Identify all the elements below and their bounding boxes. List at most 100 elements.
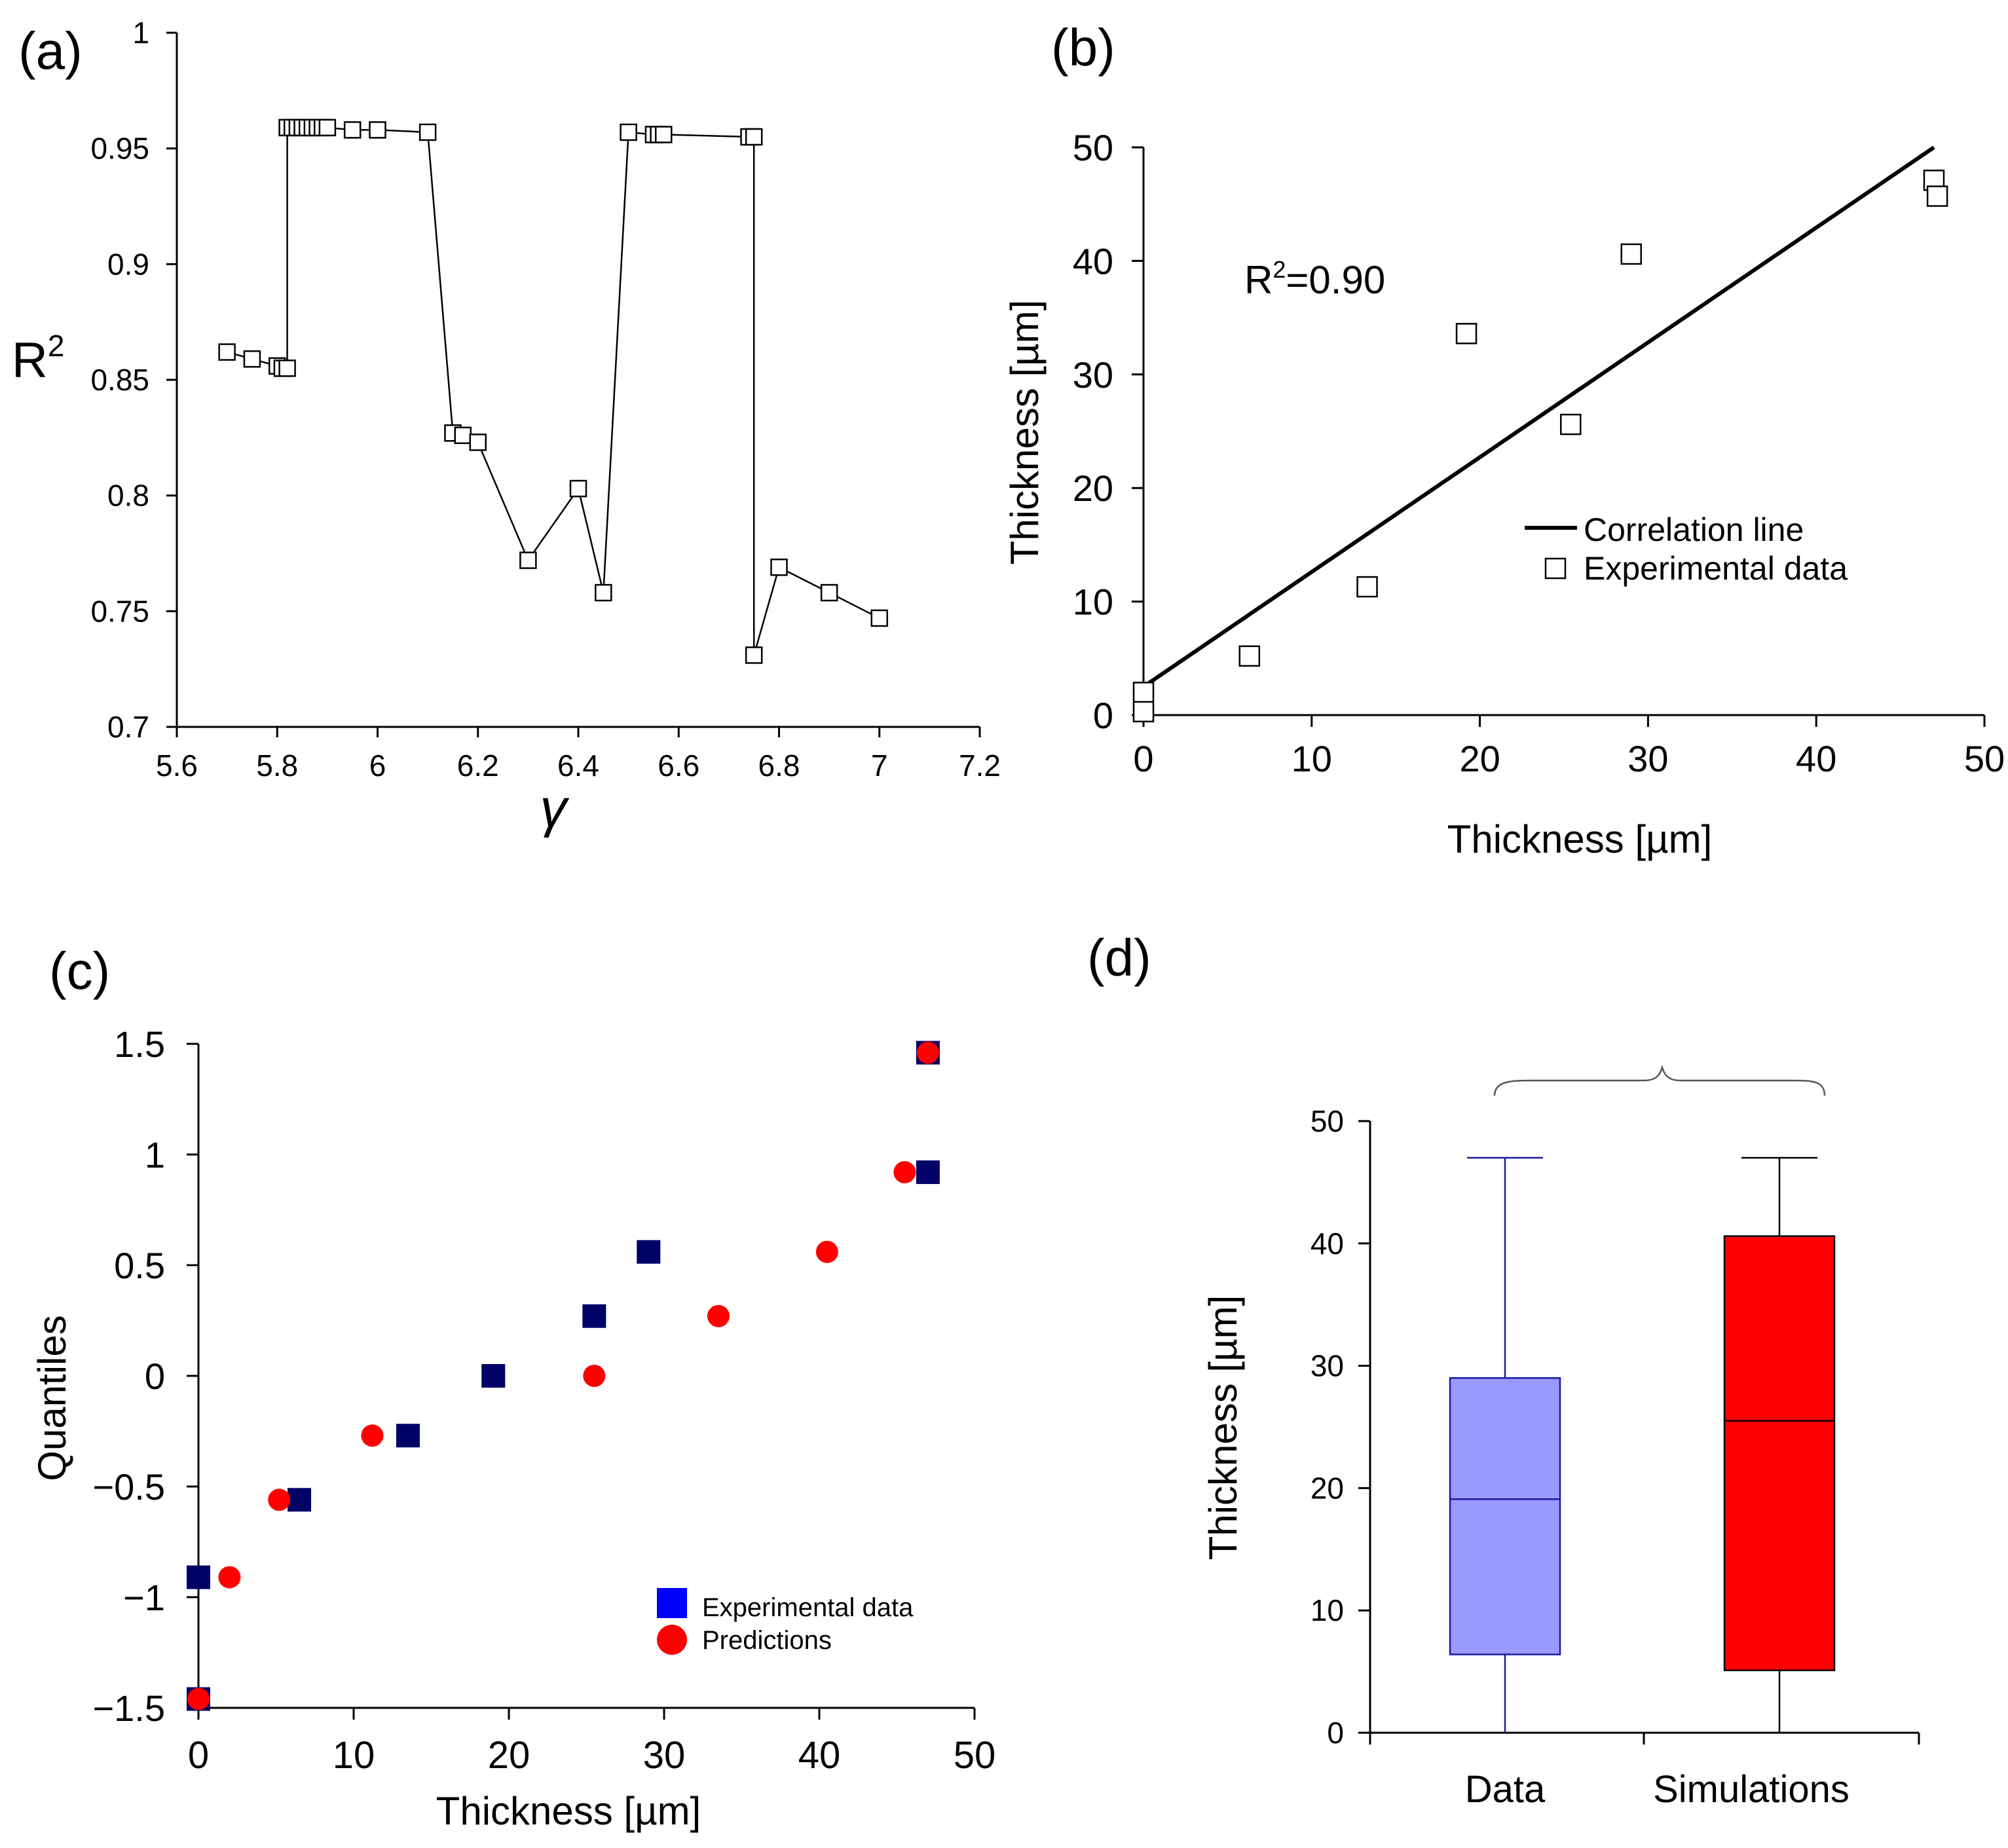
chart-d-y-tick-label: 30 xyxy=(1311,1349,1344,1383)
chart-c-y-tick-label: −1.5 xyxy=(92,1688,165,1729)
chart-a-x-tick-label: 7 xyxy=(871,748,888,783)
chart-c-prediction-point xyxy=(893,1161,916,1184)
chart-c-y-tick-label: 1 xyxy=(145,1134,165,1175)
chart-c-x-label: Thickness [µm] xyxy=(436,1789,701,1833)
chart-c-experimental-point xyxy=(637,1240,661,1264)
chart-a-y-tick-label: 0.8 xyxy=(107,479,149,513)
chart-c-experimental-point xyxy=(288,1488,312,1512)
chart-a-x-tick-label: 5.6 xyxy=(156,748,198,783)
chart-b-y-tick-label: 20 xyxy=(1073,468,1113,509)
chart-a-y-tick-label: 0.95 xyxy=(90,132,149,166)
chart-b-r2-value: =0.90 xyxy=(1286,258,1385,302)
chart-b-r2-annotation: R2=0.90 xyxy=(1244,256,1385,302)
chart-b-point xyxy=(1455,323,1478,344)
chart-a-y-tick-label: 0.85 xyxy=(90,363,149,397)
legend-experimental-data-swatch xyxy=(1544,557,1567,580)
chart-b-point xyxy=(1238,645,1261,667)
chart-a-point xyxy=(770,558,788,576)
chart-c: 0 10 20 30 40 50 −1.5 −1 −0.5 0 0.5 1 1.5 Experiment… xyxy=(30,1024,995,1833)
chart-d-y-tick-label: 20 xyxy=(1311,1471,1344,1505)
chart-c-y-tick-label: 0 xyxy=(145,1356,165,1397)
chart-d: 0 10 20 30 40 50 Data Simulations Thickness [… xyxy=(1201,1064,1920,1811)
chart-c-x-tick-label: 20 xyxy=(488,1734,530,1777)
chart-c-prediction-point xyxy=(707,1304,730,1327)
chart-c-x-tick-label: 10 xyxy=(333,1734,375,1777)
comparison-brace xyxy=(1493,1064,1826,1096)
chart-b-legend: Correlation line Experimental data xyxy=(1525,511,1848,587)
chart-b-x-tick-label: 0 xyxy=(1133,738,1153,779)
chart-b-x-tick-label: 10 xyxy=(1292,738,1332,779)
chart-a-point xyxy=(820,583,838,602)
chart-d-category-data: Data xyxy=(1465,1768,1546,1811)
chart-a-x-tick-label: 6.8 xyxy=(758,748,800,783)
chart-c-prediction-point xyxy=(187,1688,210,1710)
chart-b-y-tick-label: 10 xyxy=(1073,582,1113,623)
chart-a-point xyxy=(454,426,472,445)
chart-b-x-label: Thickness [µm] xyxy=(1447,817,1713,861)
chart-a-point xyxy=(655,126,673,143)
chart-a-y-label-sup: 2 xyxy=(48,329,65,363)
chart-c-x-tick-label: 0 xyxy=(188,1734,209,1777)
chart-c-experimental-point xyxy=(481,1364,506,1388)
chart-b-point xyxy=(1356,576,1378,598)
chart-b-y-tick-label: 40 xyxy=(1073,240,1113,282)
chart-d-y-tick-label: 10 xyxy=(1311,1593,1344,1627)
chart-c-experimental-point xyxy=(187,1565,210,1589)
chart-a-x-tick-label: 6.6 xyxy=(658,748,699,783)
chart-a-point xyxy=(318,119,337,137)
chart-a-y-label-main: R xyxy=(12,333,48,388)
chart-a-point xyxy=(620,123,637,141)
chart-a-point xyxy=(745,646,763,664)
chart-a-x-tick-label: 6.2 xyxy=(457,748,499,783)
chart-b: 0 10 20 30 40 50 0 10 20 30 40 50 R2=0.90 Correlati… xyxy=(1003,127,2005,861)
chart-d-box xyxy=(1449,1377,1561,1655)
chart-c-prediction-point xyxy=(916,1041,939,1064)
chart-a-point xyxy=(343,121,362,139)
chart-a-y-tick-label: 0.9 xyxy=(107,247,149,281)
chart-b-x-tick-label: 50 xyxy=(1964,738,2005,779)
chart-a-y-tick-label: 0.7 xyxy=(107,710,149,744)
chart-b-x-tick-label: 20 xyxy=(1459,738,1500,779)
chart-d-y-label: Thickness [µm] xyxy=(1201,1295,1245,1561)
chart-a-series-line xyxy=(227,126,880,656)
chart-b-x-tick-label: 40 xyxy=(1796,738,1836,779)
chart-d-y-tick-label: 50 xyxy=(1311,1104,1344,1138)
chart-a-point xyxy=(218,343,236,361)
chart-a-x-tick-label: 6.4 xyxy=(557,748,599,783)
chart-b-point xyxy=(1132,701,1155,723)
chart-c-experimental-point xyxy=(916,1160,940,1185)
chart-a-x-label: γ xyxy=(540,779,570,838)
chart-c-y-label: Quantiles xyxy=(30,1315,74,1481)
chart-c-prediction-point xyxy=(218,1566,241,1589)
legend-c-experimental-data-label: Experimental data xyxy=(702,1593,914,1622)
chart-a-point xyxy=(519,551,537,569)
chart-b-y-tick-label: 0 xyxy=(1093,695,1113,736)
chart-a-point xyxy=(243,350,261,368)
chart-a-point xyxy=(595,583,612,602)
legend-c-predictions-swatch xyxy=(657,1625,687,1655)
chart-a-point xyxy=(469,434,487,451)
chart-c-y-tick-label: 1.5 xyxy=(114,1024,165,1065)
chart-b-r2-sup: 2 xyxy=(1273,256,1286,283)
chart-b-y-label: Thickness [µm] xyxy=(1003,300,1047,565)
chart-c-legend: Experimental data Predictions xyxy=(657,1588,914,1655)
legend-c-experimental-data-swatch xyxy=(657,1588,687,1618)
chart-b-point xyxy=(1620,243,1642,265)
chart-a-x-tick-label: 5.8 xyxy=(256,748,298,783)
panel-c-label: (c) xyxy=(49,942,110,1000)
chart-a-point xyxy=(278,360,296,377)
chart-b-point xyxy=(1132,682,1155,703)
chart-a: 5.6 5.8 6 6.2 6.4 6.6 6.8 7 7.2 0.7 0.75 0.8 0.85 0.9… xyxy=(12,16,1001,838)
chart-b-r2-prefix: R xyxy=(1244,258,1273,302)
chart-a-point xyxy=(369,121,386,139)
chart-a-x-tick-label: 6 xyxy=(369,748,386,783)
chart-a-y-label: R2 xyxy=(12,329,64,388)
chart-a-y-tick-label: 1 xyxy=(132,16,149,50)
panel-b-label: (b) xyxy=(1051,18,1115,77)
chart-b-y-tick-label: 50 xyxy=(1073,127,1113,168)
chart-d-y-tick-label: 0 xyxy=(1327,1716,1344,1750)
chart-c-y-tick-label: −0.5 xyxy=(92,1466,165,1507)
chart-c-y-tick-label: −1 xyxy=(123,1577,165,1618)
chart-a-point xyxy=(569,479,587,498)
